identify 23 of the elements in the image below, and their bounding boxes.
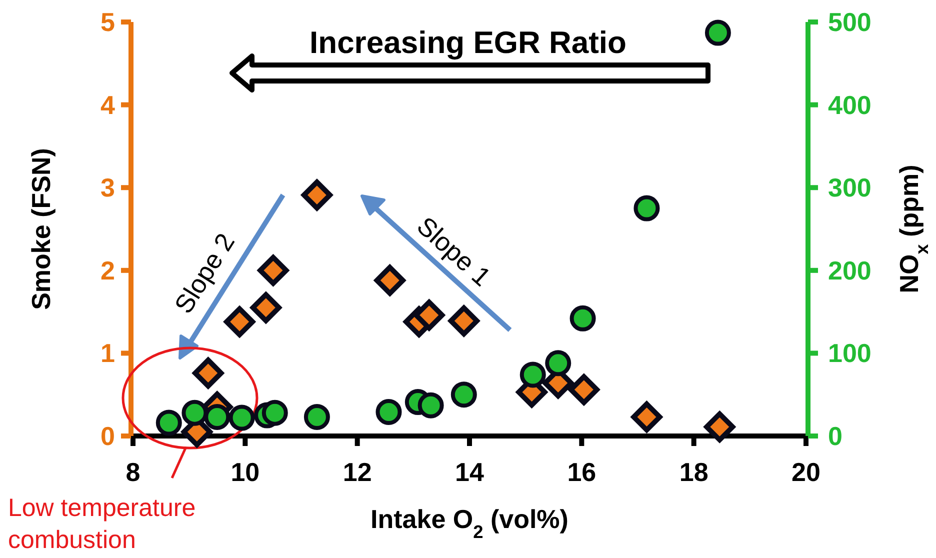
y-tick-label: 1	[100, 338, 115, 368]
text: Low temperature combustion	[8, 494, 196, 554]
y2-tick-label: 200	[828, 255, 872, 286]
x-tick-label: 10	[230, 457, 260, 487]
y-tick-label: 2	[100, 255, 115, 286]
y-tick-label: 3	[100, 172, 115, 203]
x-tick-label: 18	[679, 457, 708, 487]
y-axis-title: Smoke (FSN)	[26, 148, 56, 310]
y2-tick-label: 0	[828, 421, 842, 451]
x-tick-label: 16	[567, 457, 596, 487]
y-tick-label: 5	[100, 7, 115, 37]
y2-tick-label: 300	[828, 172, 872, 203]
x-tick-label: 8	[126, 457, 140, 487]
x-tick-label: 12	[342, 457, 372, 487]
annotation: Increasing EGR Ratio	[310, 25, 626, 60]
y-tick-label: 0	[100, 421, 115, 451]
y-tick-label: 4	[100, 90, 116, 120]
y2-tick-label: 100	[828, 338, 872, 368]
y2-tick-label: 400	[828, 90, 872, 120]
y2-tick-label: 500	[828, 7, 872, 37]
x-tick-label: 20	[792, 457, 820, 487]
x-tick-label: 14	[455, 457, 484, 487]
x-axis-title: Intake O$_{2}$ (vol%)	[370, 504, 568, 542]
